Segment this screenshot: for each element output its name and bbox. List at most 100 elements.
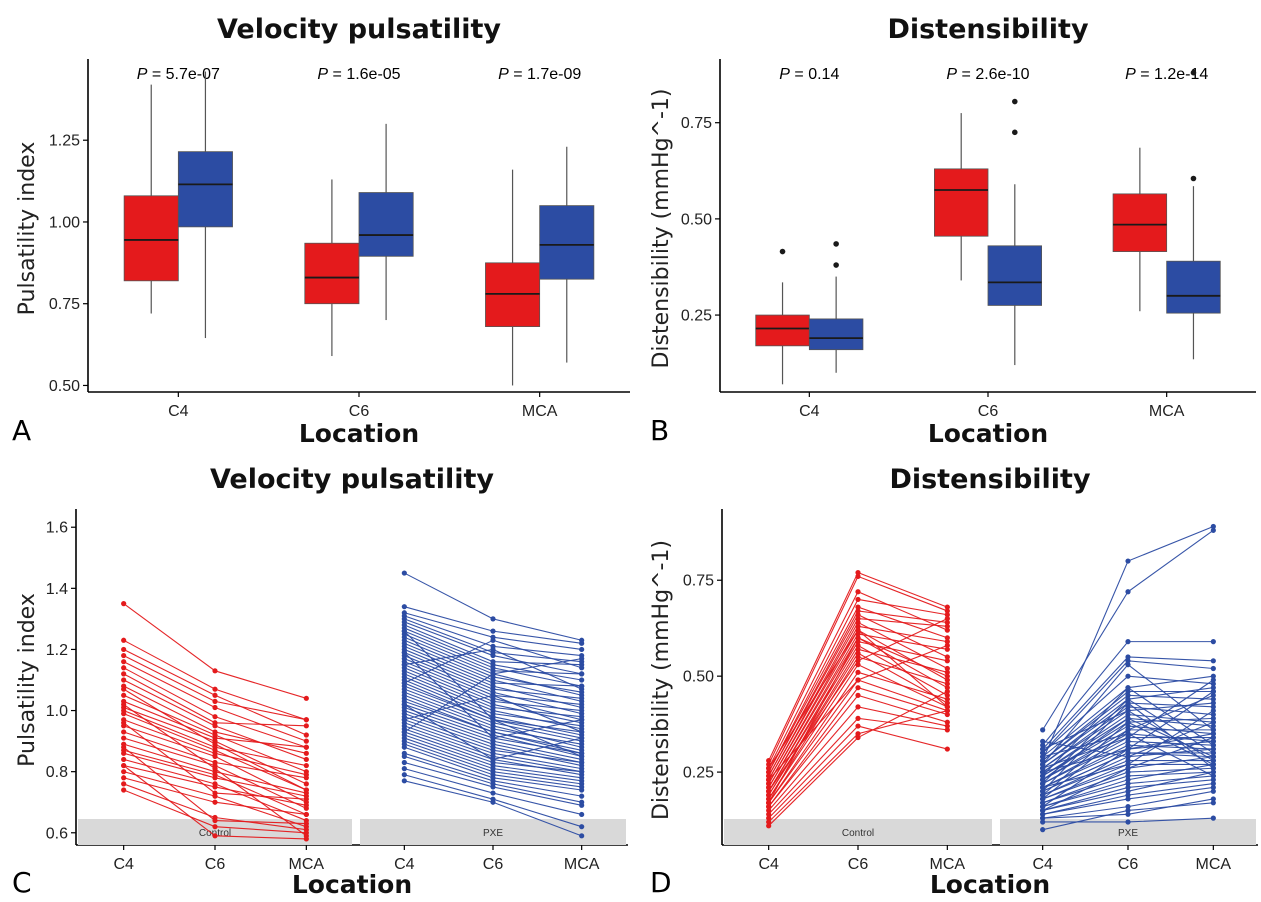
y-tick-label: 0.75 — [681, 115, 712, 132]
subject-point-control — [855, 658, 861, 664]
subject-point-control — [303, 833, 309, 839]
subject-point-control — [855, 616, 861, 622]
subject-point-pxe — [490, 717, 496, 723]
subject-point-control — [121, 720, 127, 726]
subject-point-pxe — [1210, 688, 1216, 695]
chart-title: Distensibility — [887, 14, 1089, 45]
subject-point-pxe — [1210, 673, 1216, 679]
p-value: = 5.7e-07 — [147, 66, 220, 83]
subject-point-pxe — [579, 717, 585, 723]
subject-point-control — [212, 790, 218, 796]
subject-point-pxe — [1125, 746, 1131, 752]
subject-point-control — [212, 766, 218, 772]
subject-point-pxe — [1210, 738, 1216, 744]
y-axis-title: Pulsatility index — [15, 593, 40, 767]
subject-point-pxe — [401, 744, 407, 750]
subject-point-pxe — [1125, 796, 1131, 802]
subject-point-control — [855, 612, 861, 618]
subject-point-pxe — [1210, 784, 1216, 791]
subject-point-pxe — [401, 701, 407, 708]
subject-point-control — [212, 824, 218, 830]
subject-point-pxe — [1210, 696, 1216, 702]
subject-point-control — [121, 735, 127, 741]
subject-point-pxe — [1040, 827, 1046, 833]
subject-point-pxe — [1125, 792, 1131, 798]
subject-point-control — [303, 802, 309, 808]
x-tick-label-c4: C4 — [113, 856, 134, 873]
subject-point-control — [944, 604, 950, 610]
subject-point-control — [855, 596, 861, 603]
subject-point-pxe — [1210, 527, 1216, 533]
subject-point-pxe — [1210, 796, 1216, 802]
subject-point-pxe — [1125, 804, 1131, 810]
subject-point-pxe — [1040, 815, 1046, 821]
subject-point-control — [121, 711, 127, 717]
subject-point-pxe — [1210, 658, 1216, 664]
subject-point-pxe — [1210, 711, 1216, 718]
subject-point-pxe — [1040, 800, 1046, 806]
subject-point-pxe — [1040, 804, 1046, 810]
x-tick-label-c6: C6 — [1118, 856, 1139, 873]
subject-point-control — [212, 817, 218, 824]
subject-point-control — [944, 642, 950, 649]
subject-point-control — [855, 704, 861, 710]
subject-point-pxe — [1210, 681, 1216, 687]
box-control-c4 — [123, 195, 179, 282]
subject-point-pxe — [1125, 658, 1131, 664]
subject-point-pxe — [1210, 639, 1216, 645]
subject-point-control — [303, 756, 309, 763]
subject-point-control — [944, 669, 950, 675]
subject-point-pxe — [490, 790, 496, 796]
subject-point-pxe — [1125, 727, 1131, 733]
box-control-c4 — [755, 314, 810, 347]
subject-point-control — [766, 777, 772, 783]
subject-point-control — [944, 665, 950, 672]
subject-point-pxe — [1040, 742, 1046, 748]
y-tick-label: 1.6 — [46, 520, 68, 537]
x-axis-title: Location — [292, 870, 412, 899]
subject-point-control — [121, 686, 127, 692]
subject-point-pxe — [1125, 738, 1131, 744]
subject-point-control — [121, 677, 127, 683]
subject-point-pxe — [490, 652, 496, 659]
chart-title: Velocity pulsatility — [217, 14, 501, 45]
box-control-c6 — [304, 242, 360, 305]
outlier-point — [1012, 129, 1018, 136]
subject-point-control — [944, 704, 950, 710]
subject-point-pxe — [579, 741, 585, 747]
subject-point-control — [855, 646, 861, 652]
subject-point-pxe — [1125, 715, 1131, 721]
subject-point-pxe — [579, 707, 585, 714]
box-pxe-mca — [539, 205, 595, 280]
outlier-point — [833, 262, 839, 268]
subject-point-pxe — [579, 677, 585, 683]
subject-point-control — [944, 646, 950, 652]
subject-point-control — [121, 729, 127, 735]
subject-point-pxe — [490, 646, 496, 653]
y-tick-label: 1.4 — [46, 581, 68, 598]
subject-point-pxe — [1125, 673, 1131, 679]
subject-point-control — [212, 723, 218, 729]
y-tick-label: 0.6 — [46, 825, 68, 842]
panel-label-d: D — [650, 866, 672, 899]
outlier-point — [833, 241, 839, 247]
subject-point-control — [212, 668, 218, 674]
subject-point-pxe — [579, 833, 585, 839]
subject-point-control — [121, 769, 127, 775]
y-tick-label: 0.25 — [681, 308, 712, 325]
subject-point-control — [766, 800, 772, 806]
subject-point-pxe — [401, 662, 407, 668]
subject-point-control — [303, 723, 309, 729]
subject-point-control — [944, 639, 950, 645]
subject-point-control — [855, 569, 861, 576]
p-value: = 1.6e-05 — [328, 66, 401, 83]
subject-point-control — [855, 642, 861, 649]
subject-point-control — [944, 658, 950, 664]
p-value: = 1.2e-14 — [1136, 66, 1209, 83]
subject-point-control — [303, 787, 309, 793]
subject-point-control — [121, 787, 127, 793]
subject-point-pxe — [1210, 708, 1216, 714]
subject-point-control — [944, 608, 950, 614]
subject-point-pxe — [1210, 665, 1216, 672]
